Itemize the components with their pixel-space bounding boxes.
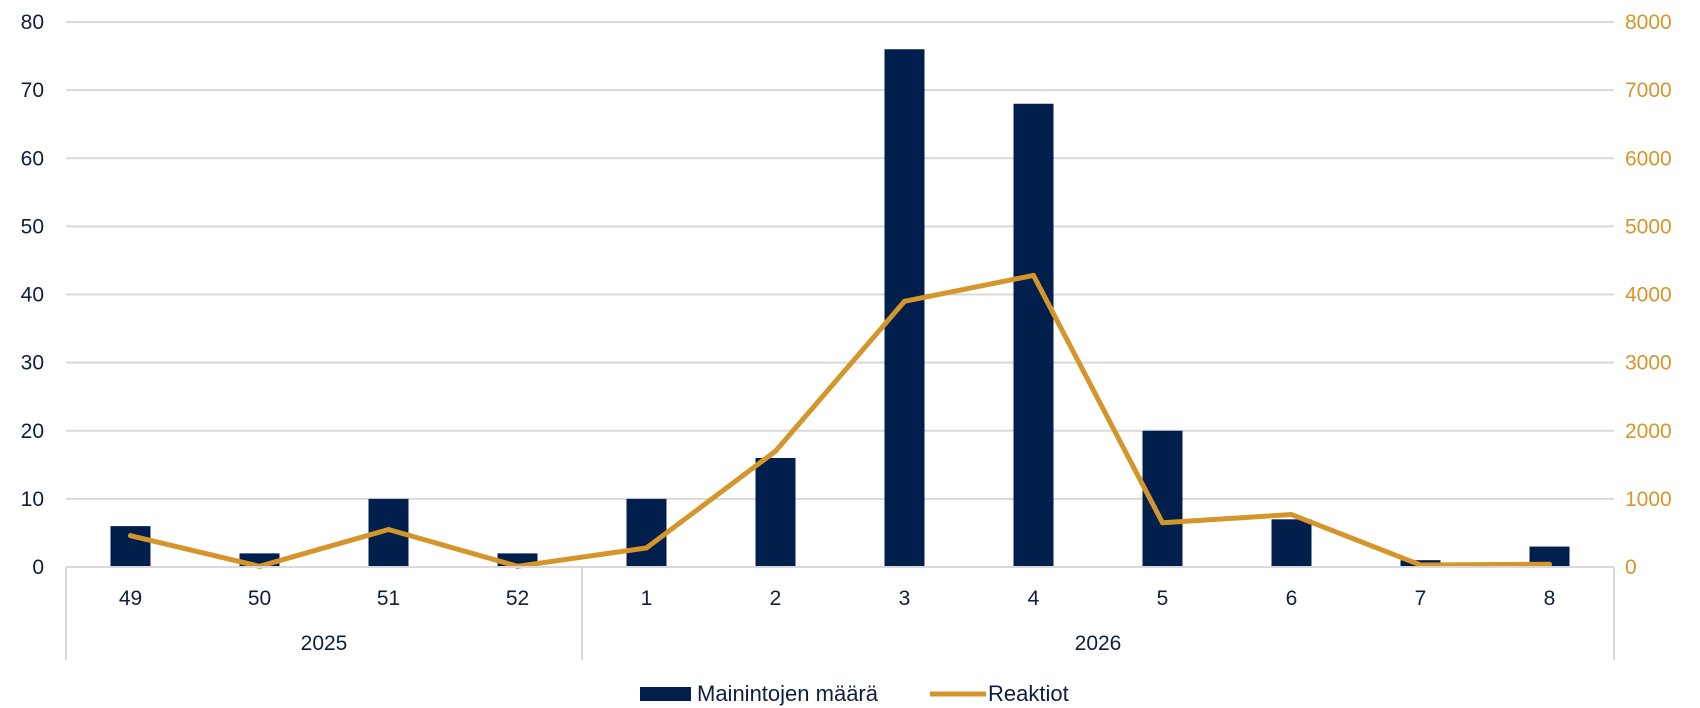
category-label: 1 bbox=[641, 587, 653, 610]
left-tick-label: 60 bbox=[21, 147, 44, 170]
legend-label-line: Reaktiot bbox=[988, 681, 1069, 706]
category-label: 8 bbox=[1544, 587, 1556, 610]
right-axis: 0 1000 2000 3000 4000 5000 6000 7000 8000 bbox=[1625, 11, 1672, 579]
category-label: 4 bbox=[1028, 587, 1040, 610]
bar bbox=[755, 458, 796, 567]
line-point bbox=[644, 545, 649, 551]
left-axis: 0 10 20 30 40 50 60 70 80 bbox=[21, 11, 44, 579]
category-label: 7 bbox=[1415, 587, 1427, 610]
right-tick-label: 1000 bbox=[1625, 488, 1672, 511]
legend-label-bars: Mainintojen määrä bbox=[697, 681, 879, 706]
line-path bbox=[128, 272, 1552, 569]
right-tick-label: 5000 bbox=[1625, 215, 1672, 238]
left-tick-label: 10 bbox=[21, 488, 44, 511]
right-tick-label: 7000 bbox=[1625, 79, 1672, 102]
right-tick-label: 6000 bbox=[1625, 147, 1672, 170]
category-label: 49 bbox=[119, 587, 142, 610]
line-point bbox=[1547, 561, 1552, 567]
line-series bbox=[128, 272, 1552, 569]
line-point bbox=[1160, 520, 1165, 526]
right-tick-label: 0 bbox=[1625, 556, 1637, 579]
group-label: 2025 bbox=[301, 632, 348, 655]
legend: Mainintojen määrä Reaktiot bbox=[640, 681, 1069, 706]
left-tick-label: 40 bbox=[21, 284, 44, 307]
bar bbox=[110, 526, 151, 567]
bar bbox=[1271, 519, 1312, 567]
line-point bbox=[386, 527, 391, 533]
category-axis: 49 50 51 52 1 2 3 4 5 6 7 8 2025 2026 bbox=[65, 566, 1615, 660]
category-label: 6 bbox=[1286, 587, 1298, 610]
line-point bbox=[1289, 512, 1294, 518]
category-label: 51 bbox=[377, 587, 400, 610]
right-tick-label: 4000 bbox=[1625, 284, 1672, 307]
right-tick-label: 2000 bbox=[1625, 420, 1672, 443]
category-label: 2 bbox=[770, 587, 782, 610]
category-label: 50 bbox=[248, 587, 271, 610]
bar bbox=[884, 49, 925, 567]
category-label: 5 bbox=[1157, 587, 1169, 610]
bar bbox=[1013, 103, 1054, 567]
category-label: 3 bbox=[899, 587, 911, 610]
left-tick-label: 70 bbox=[21, 79, 44, 102]
left-tick-label: 0 bbox=[32, 556, 44, 579]
right-tick-label: 8000 bbox=[1625, 11, 1672, 34]
line-point bbox=[128, 533, 133, 539]
category-label: 52 bbox=[506, 587, 529, 610]
line-point bbox=[773, 448, 778, 454]
line-point bbox=[1031, 272, 1036, 278]
legend-swatch-bars bbox=[640, 687, 691, 701]
gridlines bbox=[66, 21, 1614, 500]
bar bbox=[626, 498, 667, 567]
left-tick-label: 20 bbox=[21, 420, 44, 443]
bar-series bbox=[110, 49, 1570, 567]
left-tick-label: 50 bbox=[21, 215, 44, 238]
group-label: 2026 bbox=[1075, 632, 1122, 655]
right-tick-label: 3000 bbox=[1625, 352, 1672, 375]
left-tick-label: 30 bbox=[21, 352, 44, 375]
line-point bbox=[902, 298, 907, 304]
left-tick-label: 80 bbox=[21, 11, 44, 34]
